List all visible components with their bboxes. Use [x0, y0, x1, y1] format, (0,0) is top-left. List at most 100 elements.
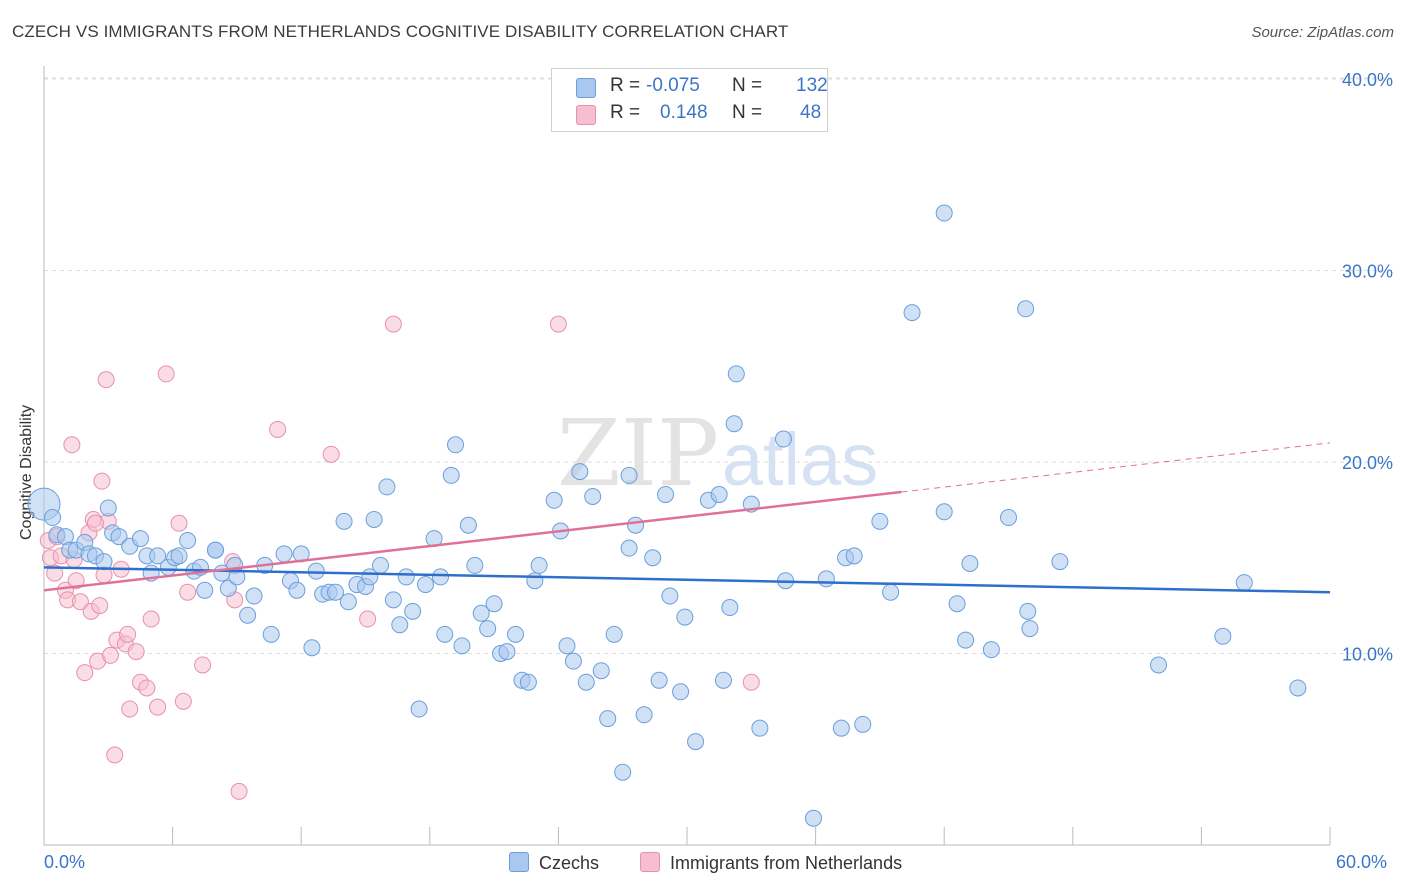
data-point-immigrants	[91, 597, 109, 615]
data-point-czechs	[982, 641, 1000, 659]
y-tick-label: 30.0%	[1342, 262, 1393, 282]
data-point-czechs	[288, 581, 306, 599]
legend-item-immigrants: Immigrants from Netherlands	[640, 852, 902, 874]
data-point-czechs	[131, 530, 149, 548]
blue-swatch	[509, 852, 529, 872]
data-point-immigrants	[142, 610, 160, 628]
data-point-czechs	[99, 499, 117, 517]
data-point-czechs	[479, 620, 497, 638]
data-point-czechs	[676, 608, 694, 626]
data-point-czechs	[614, 763, 632, 781]
data-point-czechs	[644, 549, 662, 567]
data-point-czechs	[219, 579, 237, 597]
data-point-czechs	[335, 512, 353, 530]
data-point-czechs	[262, 625, 280, 643]
data-point-czechs	[627, 516, 645, 534]
trend-lines	[43, 442, 1331, 594]
data-point-immigrants	[230, 782, 248, 800]
data-point-czechs	[453, 637, 471, 655]
data-point-czechs	[620, 466, 638, 484]
data-point-immigrants	[46, 564, 64, 582]
data-point-immigrants	[157, 365, 175, 383]
blue-swatch	[576, 78, 596, 98]
data-point-czechs	[935, 503, 953, 521]
y-tick-label: 10.0%	[1342, 645, 1393, 665]
data-point-czechs	[275, 545, 293, 563]
r-label: R =	[610, 102, 641, 123]
series-immigrants-points	[39, 315, 760, 800]
data-point-czechs	[854, 715, 872, 733]
data-point-immigrants	[322, 445, 340, 463]
data-point-czechs	[714, 671, 732, 689]
data-point-immigrants	[101, 646, 119, 664]
data-point-czechs	[1150, 656, 1168, 674]
data-point-czechs	[206, 541, 224, 559]
data-point-immigrants	[138, 679, 156, 697]
chart-title: CZECH VS IMMIGRANTS FROM NETHERLANDS COG…	[12, 22, 789, 41]
data-point-czechs	[903, 304, 921, 322]
data-point-immigrants	[119, 625, 137, 643]
data-point-czechs	[650, 671, 668, 689]
data-point-czechs	[530, 556, 548, 574]
data-point-czechs	[599, 710, 617, 728]
data-point-immigrants	[63, 436, 81, 454]
x-tick-label-min: 0.0%	[44, 852, 86, 872]
data-point-czechs	[635, 706, 653, 724]
trend-line-immigrants	[43, 490, 902, 592]
x-tick-label-max: 60.0%	[1336, 852, 1388, 872]
data-point-czechs	[436, 625, 454, 643]
data-point-czechs	[620, 539, 638, 557]
data-point-czechs	[170, 547, 188, 565]
data-point-immigrants	[359, 610, 377, 628]
data-point-immigrants	[742, 673, 760, 691]
data-point-immigrants	[67, 572, 85, 590]
data-point-czechs	[725, 415, 743, 433]
y-tick-label: 40.0%	[1342, 70, 1393, 90]
trend-line-czechs	[43, 566, 1331, 594]
data-point-immigrants	[127, 643, 145, 661]
data-point-czechs	[196, 581, 214, 599]
data-point-czechs	[1017, 300, 1035, 318]
trend-line-immigrants-extension	[901, 442, 1331, 493]
data-point-czechs	[577, 673, 595, 691]
data-point-czechs	[507, 625, 525, 643]
pink-swatch	[576, 105, 596, 125]
data-point-czechs	[948, 595, 966, 613]
pink-swatch	[640, 852, 660, 872]
axes	[43, 66, 1331, 846]
data-point-immigrants	[170, 514, 188, 532]
correlation-legend: R = -0.075 N = 132 R = 0.148 N = 48	[551, 68, 828, 132]
data-point-immigrants	[179, 583, 197, 601]
data-point-czechs	[472, 604, 490, 622]
data-point-czechs	[957, 631, 975, 649]
data-point-czechs	[498, 643, 516, 661]
data-point-czechs	[564, 652, 582, 670]
data-point-czechs	[372, 556, 390, 574]
data-point-czechs	[721, 599, 739, 617]
data-point-czechs	[710, 486, 728, 504]
data-point-immigrants	[149, 698, 167, 716]
data-point-czechs	[485, 595, 503, 613]
data-point-czechs	[404, 602, 422, 620]
data-point-immigrants	[549, 315, 567, 333]
watermark-atlas: atlas	[722, 418, 878, 501]
series-czechs-points	[27, 204, 1307, 827]
data-point-czechs	[817, 570, 835, 588]
data-point-immigrants	[174, 692, 192, 710]
data-point-czechs	[871, 512, 889, 530]
data-point-czechs	[110, 528, 128, 546]
legend-label: Immigrants from Netherlands	[670, 853, 903, 873]
r-label: R =	[610, 75, 641, 96]
data-point-czechs	[657, 486, 675, 504]
y-tick-labels: 10.0% 20.0% 30.0% 40.0%	[1342, 70, 1393, 665]
n-value: 132	[796, 75, 828, 96]
data-point-czechs	[526, 572, 544, 590]
legend-label: Czechs	[539, 853, 600, 873]
data-point-czechs	[179, 532, 197, 550]
data-point-czechs	[303, 639, 321, 657]
data-point-czechs	[447, 436, 465, 454]
data-point-czechs	[149, 547, 167, 565]
data-point-czechs	[935, 204, 953, 222]
source-attribution: Source: ZipAtlas.com	[1251, 24, 1394, 41]
data-point-czechs	[605, 625, 623, 643]
